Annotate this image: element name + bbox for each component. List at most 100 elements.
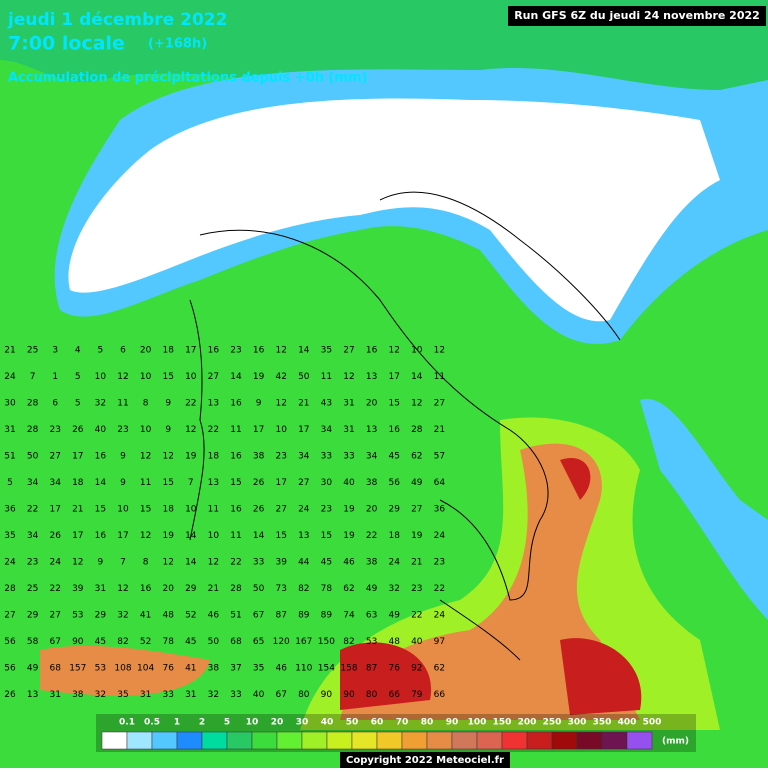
- grid-value: 22: [49, 584, 60, 594]
- grid-value: 22: [366, 531, 377, 541]
- grid-value: 14: [185, 531, 197, 541]
- grid-value: 45: [185, 637, 196, 647]
- legend: 0.1 0.5 1 2 5 10 20 30 40 50 60 70 80 90 100 150 200 250 3…: [101, 718, 689, 750]
- legend-label: 0.1: [119, 718, 135, 728]
- grid-value: 12: [185, 425, 196, 435]
- grid-value: 24: [388, 558, 400, 568]
- legend-label: 250: [543, 718, 562, 728]
- grid-value: 17: [253, 425, 264, 435]
- grid-value: 12: [275, 346, 286, 356]
- grid-value: 17: [185, 346, 196, 356]
- grid-value: 14: [253, 531, 265, 541]
- grid-value: 46: [343, 558, 355, 568]
- grid-value: 36: [4, 505, 16, 515]
- grid-value: 29: [95, 611, 107, 621]
- grid-value: 19: [185, 452, 197, 462]
- grid-value: 14: [185, 558, 197, 568]
- grid-value: 27: [298, 478, 309, 488]
- grid-value: 29: [27, 611, 39, 621]
- grid-value: 13: [208, 399, 219, 409]
- grid-value: 25: [27, 584, 38, 594]
- grid-value: 22: [208, 425, 219, 435]
- legend-swatch: [201, 731, 228, 750]
- grid-value: 74: [343, 611, 355, 621]
- grid-value: 16: [230, 452, 242, 462]
- grid-value: 27: [208, 372, 219, 382]
- grid-value: 32: [117, 611, 128, 621]
- grid-value: 16: [388, 425, 400, 435]
- legend-label: 60: [371, 718, 384, 728]
- grid-value: 52: [140, 637, 151, 647]
- grid-value: 14: [411, 372, 423, 382]
- grid-value: 62: [343, 584, 354, 594]
- grid-value: 38: [72, 690, 84, 700]
- grid-value: 40: [95, 425, 107, 435]
- grid-value: 14: [95, 478, 107, 488]
- grid-value: 23: [230, 346, 241, 356]
- grid-value: 12: [117, 584, 128, 594]
- grid-value: 11: [321, 372, 332, 382]
- grid-value: 46: [275, 664, 287, 674]
- grid-value: 52: [185, 611, 196, 621]
- grid-value: 22: [185, 399, 196, 409]
- grid-value: 7: [120, 558, 126, 568]
- grid-value: 16: [208, 346, 220, 356]
- grid-value: 9: [120, 452, 126, 462]
- grid-value: 49: [27, 664, 39, 674]
- grid-value: 21: [208, 584, 219, 594]
- grid-value: 87: [366, 664, 377, 674]
- grid-value: 33: [253, 558, 264, 568]
- grid-value: 90: [72, 637, 84, 647]
- grid-value: 31: [4, 425, 15, 435]
- grid-value: 20: [366, 399, 378, 409]
- grid-value: 26: [72, 425, 84, 435]
- grid-value: 56: [388, 478, 400, 488]
- grid-value: 31: [140, 690, 151, 700]
- grid-value: 62: [411, 452, 422, 462]
- grid-value: 35: [4, 531, 15, 541]
- precip-area: [340, 458, 642, 715]
- grid-value: 29: [388, 505, 400, 515]
- grid-value: 65: [253, 637, 264, 647]
- grid-value: 150: [318, 637, 335, 647]
- grid-value: 12: [72, 558, 83, 568]
- grid-value: 12: [388, 346, 399, 356]
- grid-value: 24: [434, 531, 446, 541]
- coastlines: [189, 191, 621, 661]
- grid-value: 34: [49, 478, 61, 488]
- grid-value: 41: [140, 611, 151, 621]
- grid-value: 16: [253, 346, 265, 356]
- grid-value: 24: [49, 558, 61, 568]
- grid-value: 45: [388, 452, 399, 462]
- grid-value: 78: [162, 637, 174, 647]
- grid-value: 40: [253, 690, 265, 700]
- grid-value: 68: [49, 664, 61, 674]
- grid-value: 15: [388, 399, 399, 409]
- grid-value: 154: [318, 664, 335, 674]
- legend-label: 30: [296, 718, 309, 728]
- grid-value: 20: [140, 346, 152, 356]
- legend-label: 20: [271, 718, 284, 728]
- grid-value: 167: [295, 637, 312, 647]
- legend-label: 10: [246, 718, 259, 728]
- grid-value: 48: [388, 637, 400, 647]
- grid-value: 28: [27, 399, 39, 409]
- grid-value: 5: [75, 372, 81, 382]
- grid-value: 16: [230, 505, 242, 515]
- grid-value: 53: [366, 637, 377, 647]
- grid-value: 23: [434, 558, 445, 568]
- grid-value: 27: [343, 346, 354, 356]
- grid-value: 9: [120, 478, 126, 488]
- grid-value: 80: [366, 690, 378, 700]
- grid-value: 13: [366, 372, 377, 382]
- grid-value: 9: [256, 399, 262, 409]
- grid-value: 32: [95, 690, 106, 700]
- grid-value: 90: [321, 690, 333, 700]
- grid-value: 36: [434, 505, 446, 515]
- grid-value: 51: [4, 452, 15, 462]
- grid-value: 97: [434, 637, 445, 647]
- grid-value: 87: [275, 611, 286, 621]
- legend-label: 40: [321, 718, 334, 728]
- grid-value: 27: [49, 452, 60, 462]
